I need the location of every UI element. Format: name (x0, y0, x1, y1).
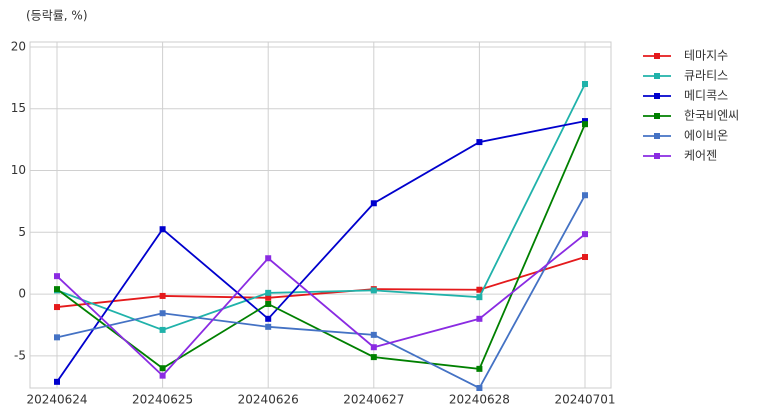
marker (582, 192, 588, 199)
marker (54, 334, 60, 341)
legend-label: 케어젠 (684, 149, 717, 163)
legend-marker (654, 73, 660, 79)
legend-label: 테마지수 (684, 49, 728, 63)
y-tick-label: 0 (18, 287, 26, 301)
marker (265, 255, 272, 262)
legend-label: 큐라티스 (684, 69, 728, 83)
marker (370, 344, 377, 351)
marker (370, 354, 377, 361)
legend-label: 에이비온 (684, 129, 728, 143)
marker (582, 118, 588, 125)
marker (476, 286, 483, 293)
y-tick-label: 15 (11, 101, 26, 115)
marker (476, 385, 483, 391)
marker (159, 365, 166, 372)
marker (159, 226, 166, 233)
marker (159, 310, 166, 317)
x-tick-label: 20240628 (449, 393, 510, 407)
x-tick-label: 20240627 (343, 393, 404, 407)
line (56, 194, 586, 390)
marker (476, 365, 483, 372)
y-tick-label: -5 (14, 348, 26, 362)
marker (370, 200, 377, 207)
marker (265, 300, 272, 307)
legend-marker (654, 153, 660, 159)
legend-marker (654, 133, 660, 139)
marker (370, 287, 377, 294)
marker (582, 254, 588, 261)
marker (370, 331, 377, 338)
marker (582, 81, 588, 88)
y-axis-label: (등락률, %) (26, 9, 88, 23)
legend-marker (654, 93, 660, 99)
marker (265, 315, 272, 322)
marker (54, 304, 60, 311)
marker (54, 286, 60, 293)
marker (54, 273, 60, 280)
line (56, 120, 586, 383)
marker (476, 139, 483, 146)
marker (159, 292, 166, 299)
legend-marker (654, 53, 660, 59)
marker (476, 294, 483, 301)
marker (582, 231, 588, 238)
marker (159, 372, 166, 379)
x-tick-label: 20240625 (132, 393, 193, 407)
marker (582, 121, 588, 128)
legend-marker (654, 113, 660, 119)
x-tick-label: 20240626 (238, 393, 299, 407)
line (56, 256, 586, 308)
legend-label: 메디콕스 (684, 89, 728, 103)
marker (265, 289, 272, 296)
marker (54, 378, 60, 385)
plot-area (29, 41, 612, 389)
y-tick-label: 10 (11, 163, 26, 177)
y-tick-label: 5 (18, 225, 26, 239)
line (56, 233, 586, 377)
x-tick-label: 20240624 (26, 393, 87, 407)
marker (265, 294, 272, 301)
line (56, 83, 586, 331)
marker (159, 326, 166, 333)
x-tick-label: 20240701 (554, 393, 615, 407)
marker (265, 323, 272, 330)
marker (476, 315, 483, 322)
y-tick-label: 20 (11, 39, 26, 53)
legend-label: 한국비엔씨 (684, 109, 739, 123)
